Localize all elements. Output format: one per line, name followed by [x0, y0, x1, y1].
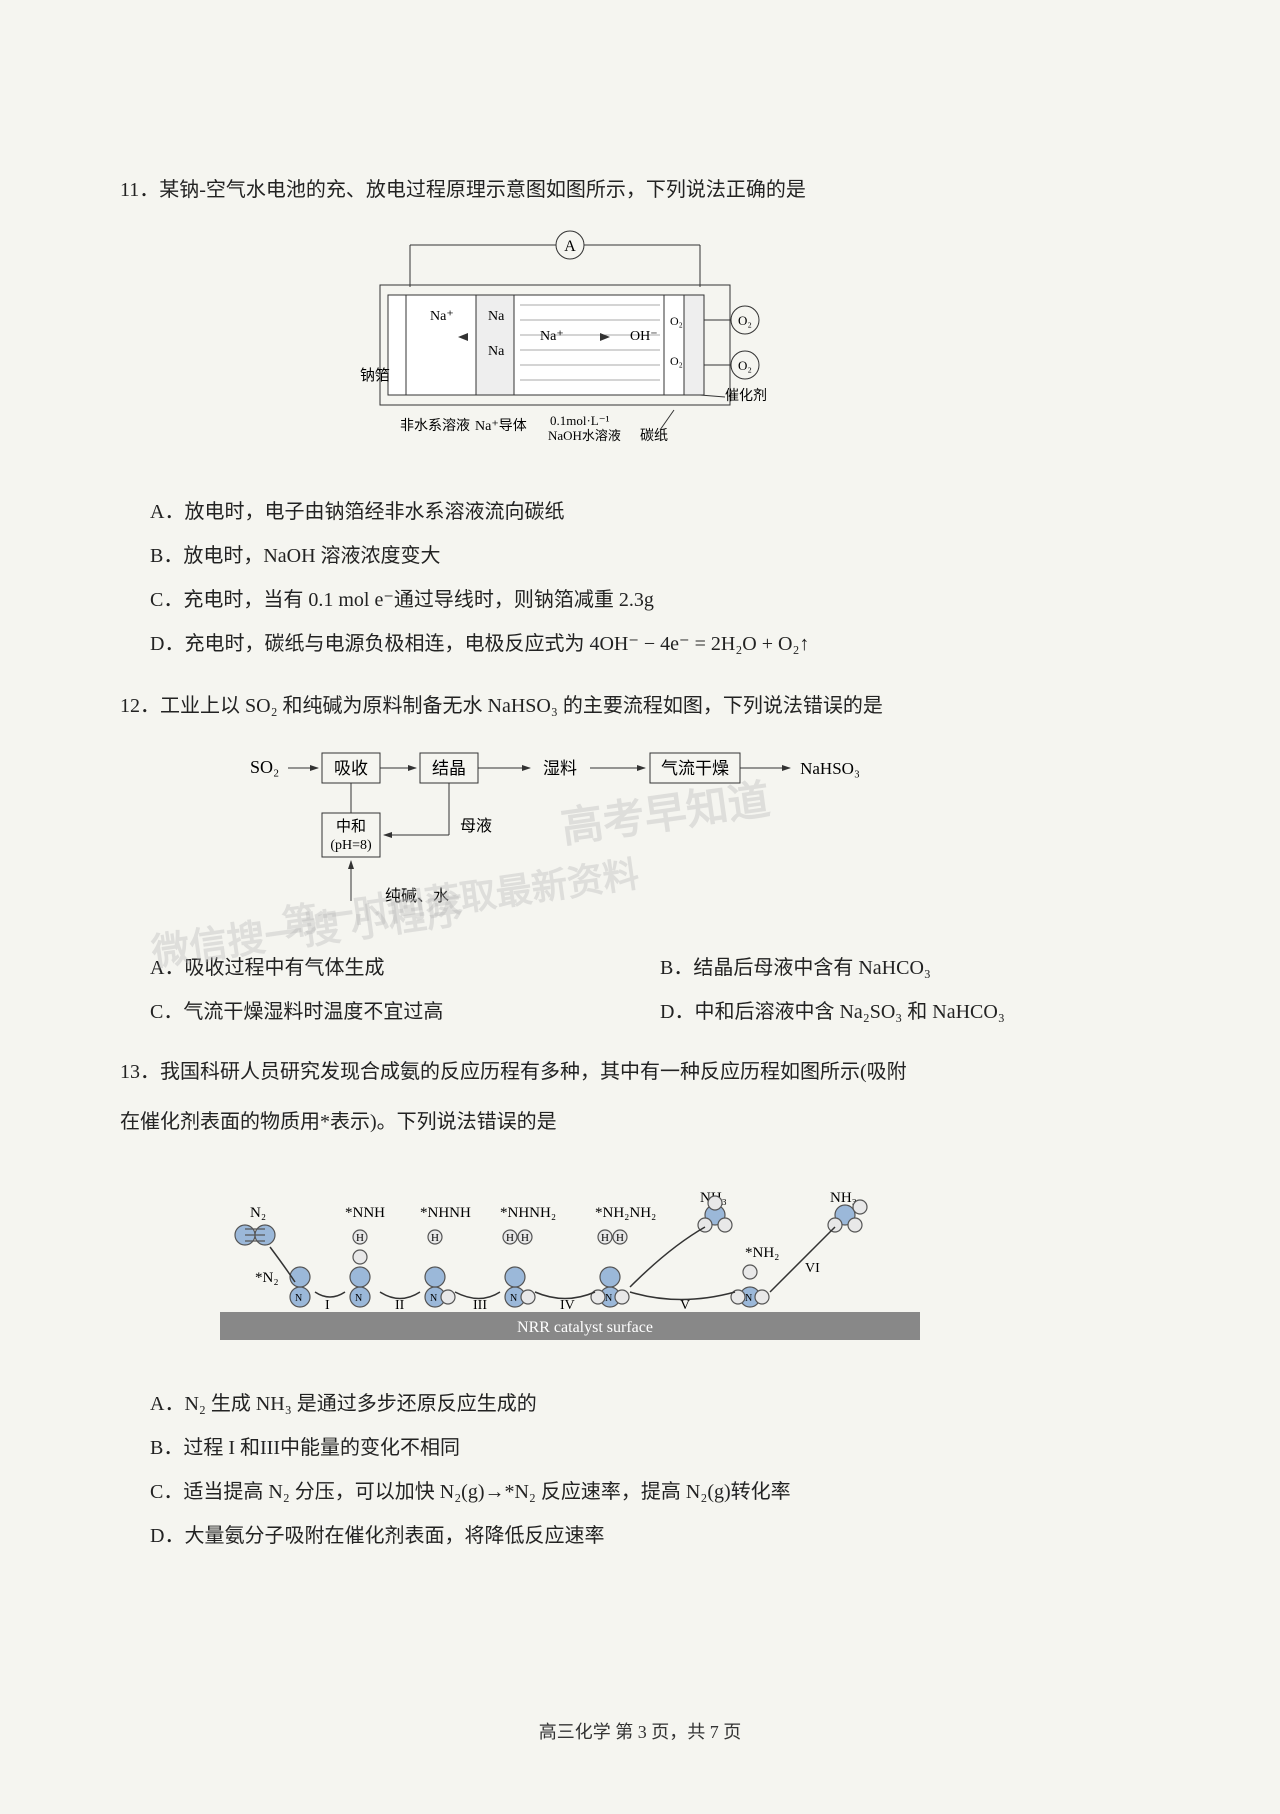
- q11-label-nonaq: 非水系溶液: [400, 418, 470, 434]
- q13-sp-n2: N₂: [250, 1205, 266, 1221]
- q13-step2: II: [395, 1298, 405, 1313]
- q13-step1: I: [325, 1298, 330, 1313]
- q12-optB: B．结晶后母液中含有 NaHCO₃: [630, 946, 1020, 990]
- q13-step6: VI: [805, 1261, 820, 1276]
- q13-stem: 13．我国科研人员研究发现合成氨的反应历程有多种，其中有一种反应历程如图所示(吸…: [120, 1052, 1020, 1092]
- q13-surface: NRR catalyst surface: [517, 1319, 653, 1336]
- q11-o2-out2: O₂: [738, 358, 752, 373]
- q13-H1: H: [356, 1232, 364, 1244]
- q13-N3: N: [430, 1293, 437, 1304]
- page-footer: 高三化学 第 3 页，共 7 页: [0, 1718, 1280, 1744]
- q11-o2-out1: O₂: [738, 313, 752, 328]
- q13-N4: N: [510, 1293, 517, 1304]
- q13-sp-nhnh: *NHNH: [420, 1205, 471, 1221]
- q13-H4: H: [521, 1232, 529, 1244]
- q11-optB: B．放电时，NaOH 溶液浓度变大: [120, 534, 1020, 578]
- q13-stem-line1: 我国科研人员研究发现合成氨的反应历程有多种，其中有一种反应历程如图所示(吸附: [160, 1061, 907, 1083]
- q11-label-naplus2: Na⁺: [540, 329, 564, 344]
- q11-diagram: A Na⁺ Na Na Na⁺ OH⁻ O₂ O₂: [330, 225, 810, 465]
- q11-label-cond: Na⁺导体: [475, 418, 527, 434]
- q11-label-oh: OH⁻: [630, 329, 658, 344]
- q11-optD: D．充电时，碳纸与电源负极相连，电极反应式为 4OH⁻ − 4e⁻ = 2H₂O…: [120, 622, 1020, 666]
- q13-sp-nnh: *NNH: [345, 1205, 385, 1221]
- q12-crystal: 结晶: [432, 759, 466, 778]
- q11-label-carbon: 碳纸: [640, 428, 668, 444]
- q12-stem: 12．工业上以 SO₂ 和纯碱为原料制备无水 NaHSO₃ 的主要流程如图，下列…: [120, 686, 1020, 726]
- q12-flow-diagram: SO₂ 吸收 结晶 湿料 气流干燥 NaHSO₃ 中和 (pH=8) 母液 纯碱…: [230, 741, 910, 921]
- q13-optB: B．过程 I 和III中能量的变化不相同: [120, 1426, 1020, 1470]
- q13-sp-nhnh2: *NHNH₂: [500, 1205, 556, 1221]
- q12-soda: 纯碱、水: [385, 887, 449, 905]
- q12-mother: 母液: [460, 817, 492, 835]
- q11-label-naplus1: Na⁺: [430, 309, 454, 324]
- q13-diagram: NRR catalyst surface N₂ *NNH *NHNH *NHNH…: [190, 1157, 950, 1357]
- q13-number: 13．: [120, 1061, 160, 1083]
- q13-N2: N: [355, 1293, 362, 1304]
- q11-label-nafoil: 钠箔: [360, 367, 390, 384]
- q11-optA: A．放电时，电子由钠箔经非水系溶液流向碳纸: [120, 490, 1020, 534]
- q12-stem-text: 工业上以 SO₂ 和纯碱为原料制备无水 NaHSO₃ 的主要流程如图，下列说法错…: [160, 695, 883, 717]
- q11-stem-text: 某钠-空气水电池的充、放电过程原理示意图如图所示，下列说法正确的是: [159, 179, 806, 201]
- q13-stem-line2: 在催化剂表面的物质用*表示)。下列说法错误的是: [120, 1102, 1020, 1142]
- q13-step4: IV: [560, 1298, 575, 1313]
- q13-step5: V: [680, 1298, 690, 1313]
- q13-step3: III: [473, 1298, 487, 1313]
- q13-H5: H: [601, 1232, 609, 1244]
- q11-stem: 11．某钠-空气水电池的充、放电过程原理示意图如图所示，下列说法正确的是: [120, 170, 1020, 210]
- q12-absorb: 吸收: [334, 759, 368, 778]
- q13-N1: N: [295, 1293, 302, 1304]
- q11-label-na2: Na: [488, 344, 505, 359]
- q11-label-naoh1: 0.1mol·L⁻¹: [550, 413, 610, 428]
- q12-dry: 气流干燥: [661, 759, 729, 778]
- q11-label-o2b: O₂: [670, 354, 683, 368]
- q11-label-A: A: [564, 238, 576, 255]
- q11-label-o2a: O₂: [670, 314, 683, 328]
- q11-number: 11．: [120, 179, 159, 201]
- q12-optD: D．中和后溶液中含 Na₂SO₃ 和 NaHCO₃: [630, 990, 1020, 1034]
- q12-so2: SO₂: [250, 757, 279, 777]
- q11-optC: C．充电时，当有 0.1 mol e⁻通过导线时，则钠箔减重 2.3g: [120, 578, 1020, 622]
- q13-N6: N: [745, 1293, 752, 1304]
- q11-label-na1: Na: [488, 309, 505, 324]
- q13-N5: N: [605, 1293, 612, 1304]
- q12-optC: C．气流干燥湿料时温度不宜过高: [120, 990, 510, 1034]
- q13-optD: D．大量氨分子吸附在催化剂表面，将降低反应速率: [120, 1514, 1020, 1558]
- q12-wet: 湿料: [543, 759, 577, 778]
- q11-label-cat: 催化剂: [725, 388, 767, 404]
- q12-optA: A．吸收过程中有气体生成: [120, 946, 510, 990]
- q12-neutral1: 中和: [336, 818, 366, 835]
- q13-sp-nh2: *NH₂: [745, 1245, 779, 1261]
- q11-label-naoh2: NaOH水溶液: [548, 428, 621, 443]
- q13-H3: H: [506, 1232, 514, 1244]
- q13-optA: A．N₂ 生成 NH₃ 是通过多步还原反应生成的: [120, 1382, 1020, 1426]
- q12-prod: NaHSO₃: [800, 759, 860, 778]
- q12-number: 12．: [120, 695, 160, 717]
- q13-sp-starn2: *N₂: [255, 1270, 279, 1286]
- q13-sp-nh3b: NH₃: [830, 1190, 857, 1206]
- q12-neutral2: (pH=8): [330, 838, 372, 853]
- q13-H2: H: [431, 1232, 439, 1244]
- q13-sp-nh2nh2: *NH₂NH₂: [595, 1205, 656, 1221]
- q13-H6: H: [616, 1232, 624, 1244]
- q13-optC: C．适当提高 N₂ 分压，可以加快 N₂(g)→*N₂ 反应速率，提高 N₂(g…: [120, 1470, 1020, 1514]
